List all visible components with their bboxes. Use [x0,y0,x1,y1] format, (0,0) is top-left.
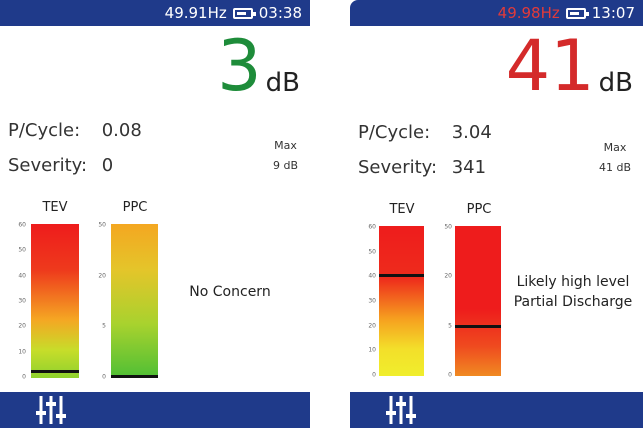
tev-axis-tick: 60 [18,221,26,229]
ppc-label: PPC [122,200,148,215]
tev-axis-tick: 50 [18,246,26,254]
reading-value: 41 [505,25,595,107]
ppc-axis-tick: 20 [444,272,452,280]
tev-axis-tick: 40 [18,272,26,280]
tev-axis-tick: 10 [18,348,26,356]
max-value: 9 dB [272,159,298,172]
tev-bar [31,224,79,378]
ppc-bar [111,224,158,378]
tev-label: TEV [389,202,415,217]
equalizer-settings-icon[interactable] [384,394,418,426]
tev-axis-tick: 30 [368,297,376,305]
tev-bar [379,226,424,376]
status-message: Likely high level Partial Discharge [506,272,640,312]
ppc-axis-tick: 50 [444,223,452,231]
max-label: Max [274,139,297,152]
tev-axis-tick: 60 [368,223,376,231]
tev-axis-tick: 10 [368,346,376,354]
status-message: No Concern [170,282,290,302]
db-reading: 3 dB [217,26,300,106]
severity-row: Severity: 341 [358,157,486,178]
status-message-line-2: Partial Discharge [513,294,633,310]
battery-icon [232,7,256,19]
max-value: 41 dB [598,161,631,174]
reading-value: 3 [217,25,262,107]
tev-level-marker [31,370,79,374]
ppc-axis-tick: 0 [448,371,452,379]
max-box: Max 9 dB [273,136,298,176]
tev-axis: 60 50 40 30 20 10 0 [8,221,26,381]
severity-label: Severity: [358,157,438,178]
reading-unit: dB [598,68,633,98]
status-message-line-1: Likely high level [516,274,630,290]
ppc-level-marker [455,325,501,328]
ppc-level-marker [111,375,158,378]
p-cycle-row: P/Cycle: 0.08 [8,120,142,141]
battery-icon [565,7,589,19]
status-bar: 49.98Hz 13:07 [350,0,643,26]
ppc-axis: 50 20 5 0 [88,221,106,381]
clock-time: 03:38 [258,4,302,22]
severity-label: Severity: [8,155,88,176]
status-bar: 49.91Hz 03:38 [0,0,310,26]
tev-label: TEV [42,200,68,215]
status-message-line: No Concern [189,284,271,300]
max-box: Max 41 dB [599,138,631,178]
tev-axis-tick: 40 [368,272,376,280]
ppc-axis: 50 20 5 0 [434,223,452,379]
ppc-axis-tick: 0 [102,373,106,381]
clock-time: 13:07 [591,4,635,22]
tev-axis-tick: 0 [22,373,26,381]
p-cycle-label: P/Cycle: [8,120,81,141]
tev-axis-tick: 20 [368,322,376,330]
ppc-bar [455,226,501,376]
frequency-readout: 49.91Hz [164,4,227,22]
p-cycle-value: 0.08 [101,120,142,141]
ppc-axis-tick: 5 [102,322,106,330]
severity-row: Severity: 0 [8,155,113,176]
db-reading: 41 dB [506,26,633,106]
equalizer-settings-icon[interactable] [34,394,68,426]
ppc-axis-tick: 50 [98,221,106,229]
reading-unit: dB [265,68,300,98]
tev-axis-tick: 30 [18,297,26,305]
ppc-label: PPC [466,202,492,217]
tev-level-marker [379,273,424,277]
tev-axis-tick: 50 [368,248,376,256]
ppc-axis-tick: 5 [448,322,452,330]
tev-axis: 60 50 40 30 20 10 0 [358,223,376,379]
screen-no-concern: 49.91Hz 03:38 3 dB P/Cycle: 0.08 Severit… [0,0,310,428]
tev-axis-tick: 0 [372,371,376,379]
severity-value: 341 [451,157,487,178]
tev-axis-tick: 20 [18,322,26,330]
p-cycle-label: P/Cycle: [358,122,431,143]
p-cycle-value: 3.04 [451,122,492,143]
bottom-toolbar [0,392,310,428]
ppc-axis-tick: 20 [98,272,106,280]
bottom-toolbar [350,392,643,428]
screen-partial-discharge: 49.98Hz 13:07 41 dB P/Cycle: 3.04 Severi… [350,0,643,428]
severity-value: 0 [101,155,114,176]
frequency-readout: 49.98Hz [497,4,560,22]
p-cycle-row: P/Cycle: 3.04 [358,122,492,143]
max-label: Max [603,141,627,154]
